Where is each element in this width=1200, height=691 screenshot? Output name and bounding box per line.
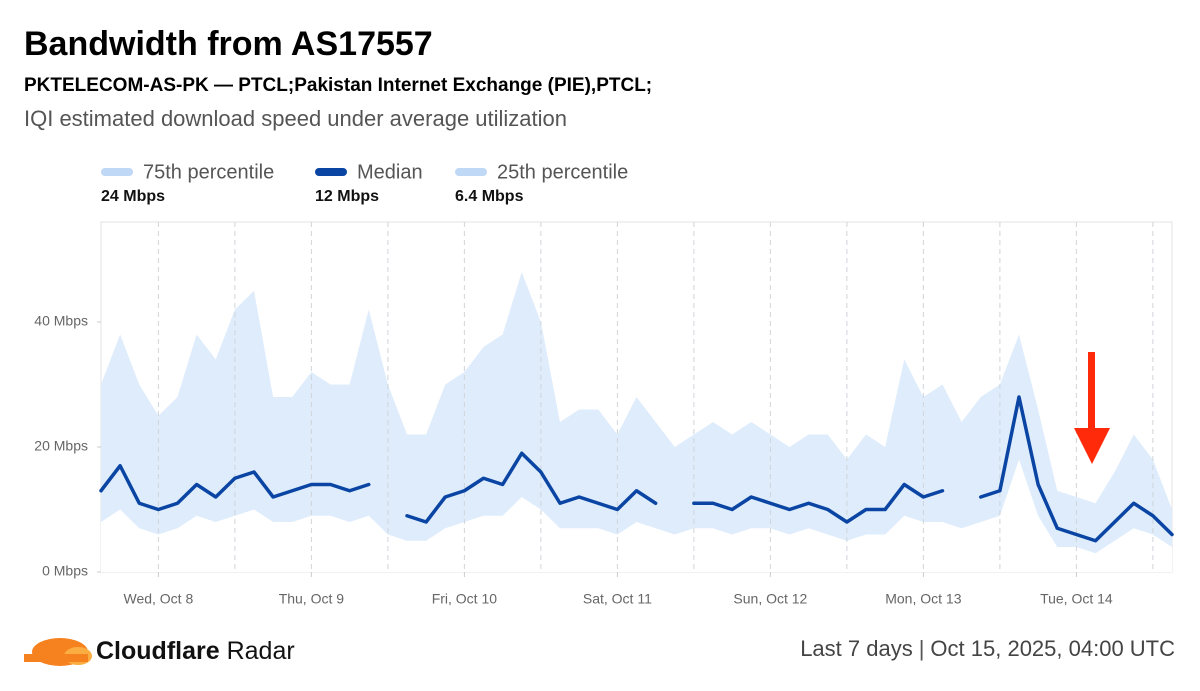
- legend-label: 25th percentile: [497, 161, 628, 183]
- legend-item: 25th percentile 6.4 Mbps: [455, 161, 628, 205]
- footer-range: Last 7 days | Oct 15, 2025, 04:00 UTC: [800, 636, 1175, 661]
- chart-title: Bandwidth from AS17557: [24, 25, 433, 63]
- annotation-arrow: [1074, 352, 1110, 464]
- x-tick-label: Thu, Oct 9: [279, 591, 345, 607]
- plot: 0 Mbps 20 Mbps 40 Mbps Wed, Oct 8 Thu, Oct 9…: [34, 222, 1174, 607]
- brand: Cloudflare Radar: [96, 637, 295, 665]
- legend-summary: 24 Mbps: [101, 188, 165, 205]
- timestamp: Oct 15, 2025, 04:00 UTC: [930, 636, 1175, 661]
- x-tick-label: Wed, Oct 8: [123, 591, 193, 607]
- median-line: [405, 451, 658, 524]
- x-tick-label: Sat, Oct 11: [583, 591, 652, 607]
- y-tick-label: 40 Mbps: [34, 313, 88, 329]
- chart-description: IQI estimated download speed under avera…: [24, 106, 567, 131]
- y-tick-label: 20 Mbps: [34, 438, 88, 454]
- range: Last 7 days: [800, 636, 913, 661]
- legend-label: 75th percentile: [143, 161, 274, 183]
- legend-item: 75th percentile 24 Mbps: [101, 161, 274, 205]
- chart-subtitle: PKTELECOM-AS-PK — PTCL;Pakistan Internet…: [24, 75, 652, 96]
- legend-label: Median: [357, 161, 423, 183]
- percentile-area: [101, 272, 1172, 572]
- median-line: [979, 395, 1174, 543]
- x-tick-label: Sun, Oct 12: [733, 591, 807, 607]
- x-tick-label: Fri, Oct 10: [432, 591, 498, 607]
- legend-summary: 6.4 Mbps: [455, 188, 524, 205]
- x-tick-label: Tue, Oct 14: [1040, 591, 1113, 607]
- brand-bold: Cloudflare: [96, 637, 220, 665]
- legend-summary: 12 Mbps: [315, 188, 379, 205]
- median-line: [692, 482, 945, 524]
- logo: [24, 638, 92, 666]
- median-line: [99, 464, 371, 512]
- separator: |: [919, 636, 925, 661]
- y-tick-label: 0 Mbps: [42, 563, 88, 579]
- legend-item: Median 12 Mbps: [315, 161, 423, 205]
- brand-name: Radar: [227, 637, 295, 665]
- x-tick-label: Mon, Oct 13: [885, 591, 961, 607]
- percentile-area: [101, 459, 1172, 572]
